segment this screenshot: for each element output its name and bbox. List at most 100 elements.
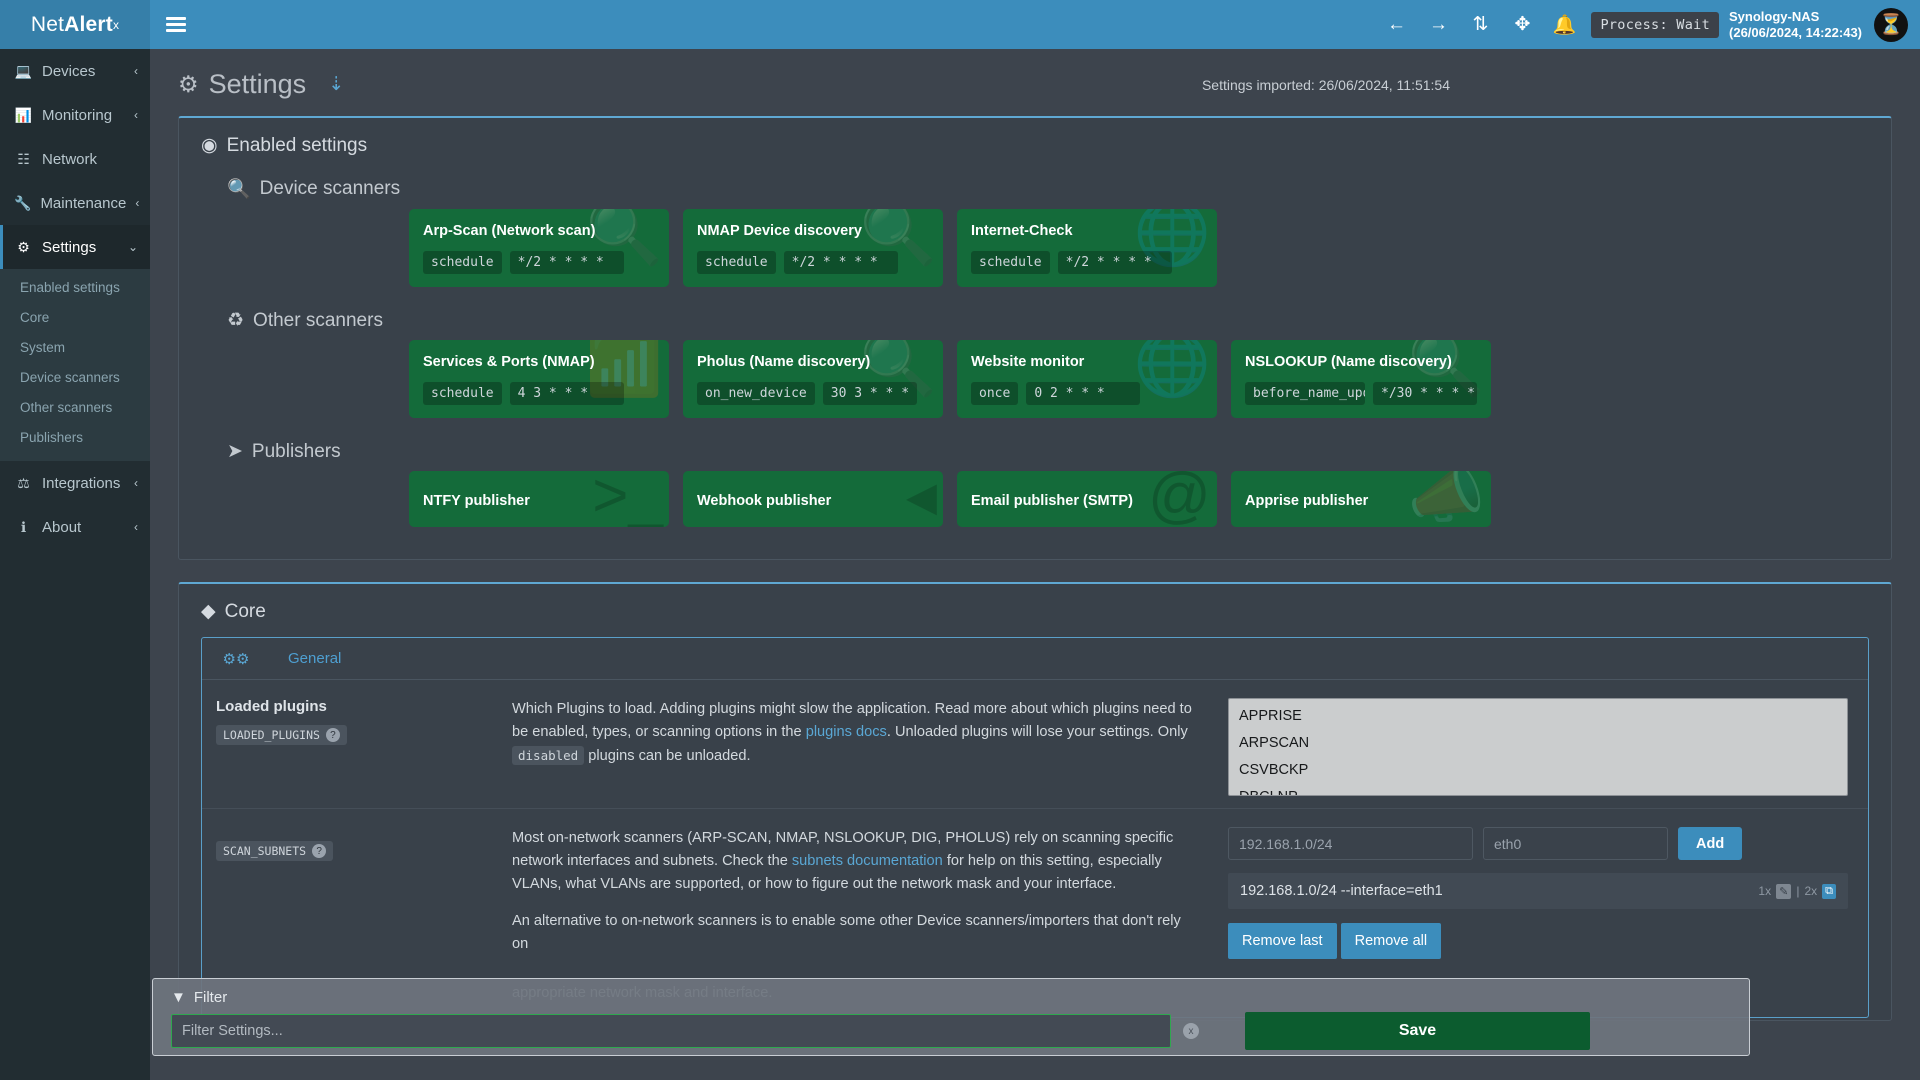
card-chip-key: schedule bbox=[423, 251, 502, 274]
globe-icon: 🌐 bbox=[1133, 209, 1211, 268]
setting-row-loaded-plugins: Loaded plugins LOADED_PLUGINS ? Which Pl… bbox=[202, 680, 1868, 809]
loaded-plugins-listbox[interactable]: APPRISE ARPSCAN CSVBCKP DBCLNP bbox=[1228, 698, 1848, 796]
sidebar-subitem-device-scanners[interactable]: Device scanners bbox=[20, 370, 120, 385]
publisher-card-email-smtp[interactable]: @ Email publisher (SMTP) bbox=[957, 471, 1217, 527]
sidebar-item-network[interactable]: ☷ Network bbox=[0, 137, 150, 181]
scanner-card-arp-scan[interactable]: 🔍 Arp-Scan (Network scan) schedule */2 *… bbox=[409, 209, 669, 287]
refresh-icon[interactable]: ⇅ bbox=[1472, 14, 1489, 35]
cogs-icon[interactable]: ⚙⚙ bbox=[222, 650, 250, 668]
sidebar-item-maintenance[interactable]: 🔧 Maintenance ‹ bbox=[0, 181, 150, 225]
card-chip-value: 0 2 * * * bbox=[1026, 382, 1141, 405]
add-button[interactable]: Add bbox=[1678, 827, 1743, 860]
forward-arrow-icon[interactable]: → bbox=[1428, 13, 1448, 35]
sidebar-subitem-other-scanners[interactable]: Other scanners bbox=[20, 400, 113, 415]
section-heading-other-scanners: ♻ Other scanners bbox=[179, 293, 1891, 340]
desc-text: Which Plugins to load. Adding plugins mi… bbox=[512, 701, 1192, 740]
scanner-card-website-monitor[interactable]: 🌐 Website monitor once 0 2 * * * bbox=[957, 340, 1217, 418]
at-icon: @ bbox=[1148, 471, 1211, 527]
section-title: Device scanners bbox=[259, 178, 401, 199]
section-title: Other scanners bbox=[253, 309, 383, 331]
sidebar-item-settings[interactable]: ⚙ Settings ⌄ bbox=[0, 225, 150, 269]
scanner-card-nmap-device-discovery[interactable]: 🔍 NMAP Device discovery schedule */2 * *… bbox=[683, 209, 943, 287]
sidebar-subitem-system[interactable]: System bbox=[20, 340, 66, 355]
sidebar-subitem-core[interactable]: Core bbox=[20, 310, 50, 325]
share-icon: ◂ bbox=[905, 471, 937, 527]
subnet-input[interactable]: 192.168.1.0/24 bbox=[1228, 827, 1473, 860]
magnifier-icon: 🔍 bbox=[585, 209, 663, 268]
close-icon[interactable]: x bbox=[1183, 1023, 1199, 1039]
page-title-text: Settings bbox=[208, 69, 307, 99]
scanner-card-services-ports-nmap[interactable]: 📶 Services & Ports (NMAP) schedule 4 3 *… bbox=[409, 340, 669, 418]
remove-all-button[interactable]: Remove all bbox=[1340, 923, 1442, 959]
sidebar-item-label: Settings bbox=[42, 238, 97, 256]
chevron-down-icon: ⌄ bbox=[127, 240, 138, 254]
setting-control: 192.168.1.0/24 eth0 Add 192.168.1.0/24 -… bbox=[1228, 827, 1868, 1005]
chevron-left-icon: ‹ bbox=[134, 108, 138, 122]
plugins-docs-link[interactable]: plugins docs bbox=[805, 724, 887, 740]
scanner-card-internet-check[interactable]: 🌐 Internet-Check schedule */2 * * * * bbox=[957, 209, 1217, 287]
sidebar-item-integrations[interactable]: ⚖ Integrations ‹ bbox=[0, 461, 150, 505]
sidebar-item-monitoring[interactable]: 📊 Monitoring ‹ bbox=[0, 93, 150, 137]
card-title: Internet-Check bbox=[971, 223, 1073, 239]
scanner-card-nslookup[interactable]: 🔍 NSLOOKUP (Name discovery) before_name_… bbox=[1231, 340, 1491, 418]
setting-label-block: SCAN_SUBNETS ? bbox=[202, 827, 512, 1005]
move-icon[interactable]: ✥ bbox=[1514, 14, 1531, 35]
bell-icon[interactable]: 🔔 bbox=[1552, 14, 1577, 36]
list-item[interactable]: CSVBCKP bbox=[1239, 762, 1309, 778]
sidebar-subitem-publishers[interactable]: Publishers bbox=[20, 430, 84, 445]
hamburger-icon[interactable] bbox=[150, 0, 202, 49]
setting-code-badge: LOADED_PLUGINS ? bbox=[216, 725, 347, 745]
core-tabbar: ⚙⚙ General bbox=[202, 638, 1868, 680]
wrench-icon: 🔧 bbox=[14, 194, 32, 211]
tab-general[interactable]: General bbox=[288, 650, 342, 667]
back-arrow-icon[interactable]: ← bbox=[1386, 13, 1406, 35]
info-icon: ℹ bbox=[20, 518, 27, 535]
card-title: Apprise publisher bbox=[1245, 493, 1369, 509]
publisher-card-apprise[interactable]: 📣 Apprise publisher bbox=[1231, 471, 1491, 527]
list-item[interactable]: DBCLNP bbox=[1229, 784, 1847, 795]
setting-label-block: Loaded plugins LOADED_PLUGINS ? bbox=[202, 698, 512, 796]
enabled-settings-heading: ◉ Enabled settings bbox=[179, 118, 1891, 161]
interface-input[interactable]: eth0 bbox=[1483, 827, 1668, 860]
setting-description: Most on-network scanners (ARP-SCAN, NMAP… bbox=[512, 827, 1228, 1005]
host-name: Synology-NAS bbox=[1729, 8, 1820, 24]
filter-input[interactable]: Filter Settings... bbox=[171, 1014, 1171, 1048]
help-icon[interactable]: ? bbox=[325, 728, 340, 742]
app-logo[interactable]: Net Alert x bbox=[0, 0, 150, 49]
scanner-card-pholus[interactable]: 🔍 Pholus (Name discovery) on_new_device … bbox=[683, 340, 943, 418]
edit-icon[interactable]: ✎ bbox=[1776, 883, 1792, 899]
core-tab-box: ⚙⚙ General Loaded plugins LOADED_PLUGINS… bbox=[201, 637, 1869, 1018]
setting-control: APPRISE ARPSCAN CSVBCKP DBCLNP bbox=[1228, 698, 1868, 796]
subnet-entry-tools: 1x ✎ | 2x ⧉ bbox=[1758, 883, 1836, 899]
globe-icon: 🌐 bbox=[1133, 340, 1211, 399]
desc-inline-code: disabled bbox=[512, 746, 585, 765]
sidebar-item-about[interactable]: ℹ About ‹ bbox=[0, 505, 150, 549]
list-item[interactable]: APPRISE bbox=[1239, 708, 1302, 724]
card-title: NSLOOKUP (Name discovery) bbox=[1245, 354, 1452, 370]
sidebar-subitem-enabled-settings[interactable]: Enabled settings bbox=[20, 280, 120, 295]
chevron-double-down-icon[interactable]: ⇣ bbox=[328, 74, 345, 95]
publisher-card-ntfy[interactable]: >_ NTFY publisher bbox=[409, 471, 669, 527]
section-heading-device-scanners: 🔍 Device scanners bbox=[179, 161, 1891, 209]
copy-icon[interactable]: ⧉ bbox=[1822, 883, 1836, 899]
card-chip-key: schedule bbox=[423, 382, 502, 405]
card-title: Email publisher (SMTP) bbox=[971, 493, 1133, 509]
subnet-buttons: Remove last Remove all bbox=[1228, 923, 1848, 959]
card-chip-key: on_new_device bbox=[697, 382, 815, 405]
save-button[interactable]: Save bbox=[1245, 1012, 1590, 1050]
desc-text: for help on this setting, especially VLA… bbox=[512, 853, 1162, 892]
sidebar-item-devices[interactable]: 💻 Devices ‹ bbox=[0, 49, 150, 93]
subnets-documentation-link[interactable]: subnets documentation bbox=[791, 853, 943, 869]
host-info: Synology-NAS (26/06/2024, 14:22:43) bbox=[1729, 9, 1874, 41]
list-item[interactable]: ARPSCAN bbox=[1239, 735, 1310, 751]
sidebar-item-label: Integrations bbox=[42, 474, 121, 492]
magnifier-icon: 🔍 bbox=[1407, 340, 1485, 399]
avatar[interactable]: ⏳ bbox=[1874, 7, 1908, 42]
remove-last-button[interactable]: Remove last bbox=[1228, 923, 1337, 959]
publisher-card-webhook[interactable]: ◂ Webhook publisher bbox=[683, 471, 943, 527]
gear-icon: ⚙ bbox=[178, 71, 199, 97]
sidebar-item-label: Network bbox=[42, 150, 98, 168]
help-icon[interactable]: ? bbox=[312, 844, 327, 858]
main-content: ⚙ Settings ⇣ Settings imported: 26/06/20… bbox=[150, 49, 1920, 1080]
filter-label: ▼ Filter bbox=[171, 989, 1731, 1006]
